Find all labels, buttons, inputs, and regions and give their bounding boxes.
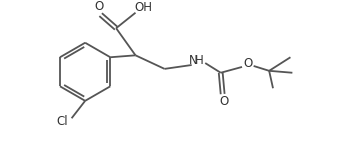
Text: H: H [195, 54, 204, 67]
Text: O: O [219, 95, 228, 108]
Text: O: O [94, 0, 103, 13]
Text: OH: OH [134, 1, 152, 14]
Text: Cl: Cl [56, 115, 68, 128]
Text: O: O [243, 57, 253, 70]
Text: N: N [189, 54, 198, 67]
